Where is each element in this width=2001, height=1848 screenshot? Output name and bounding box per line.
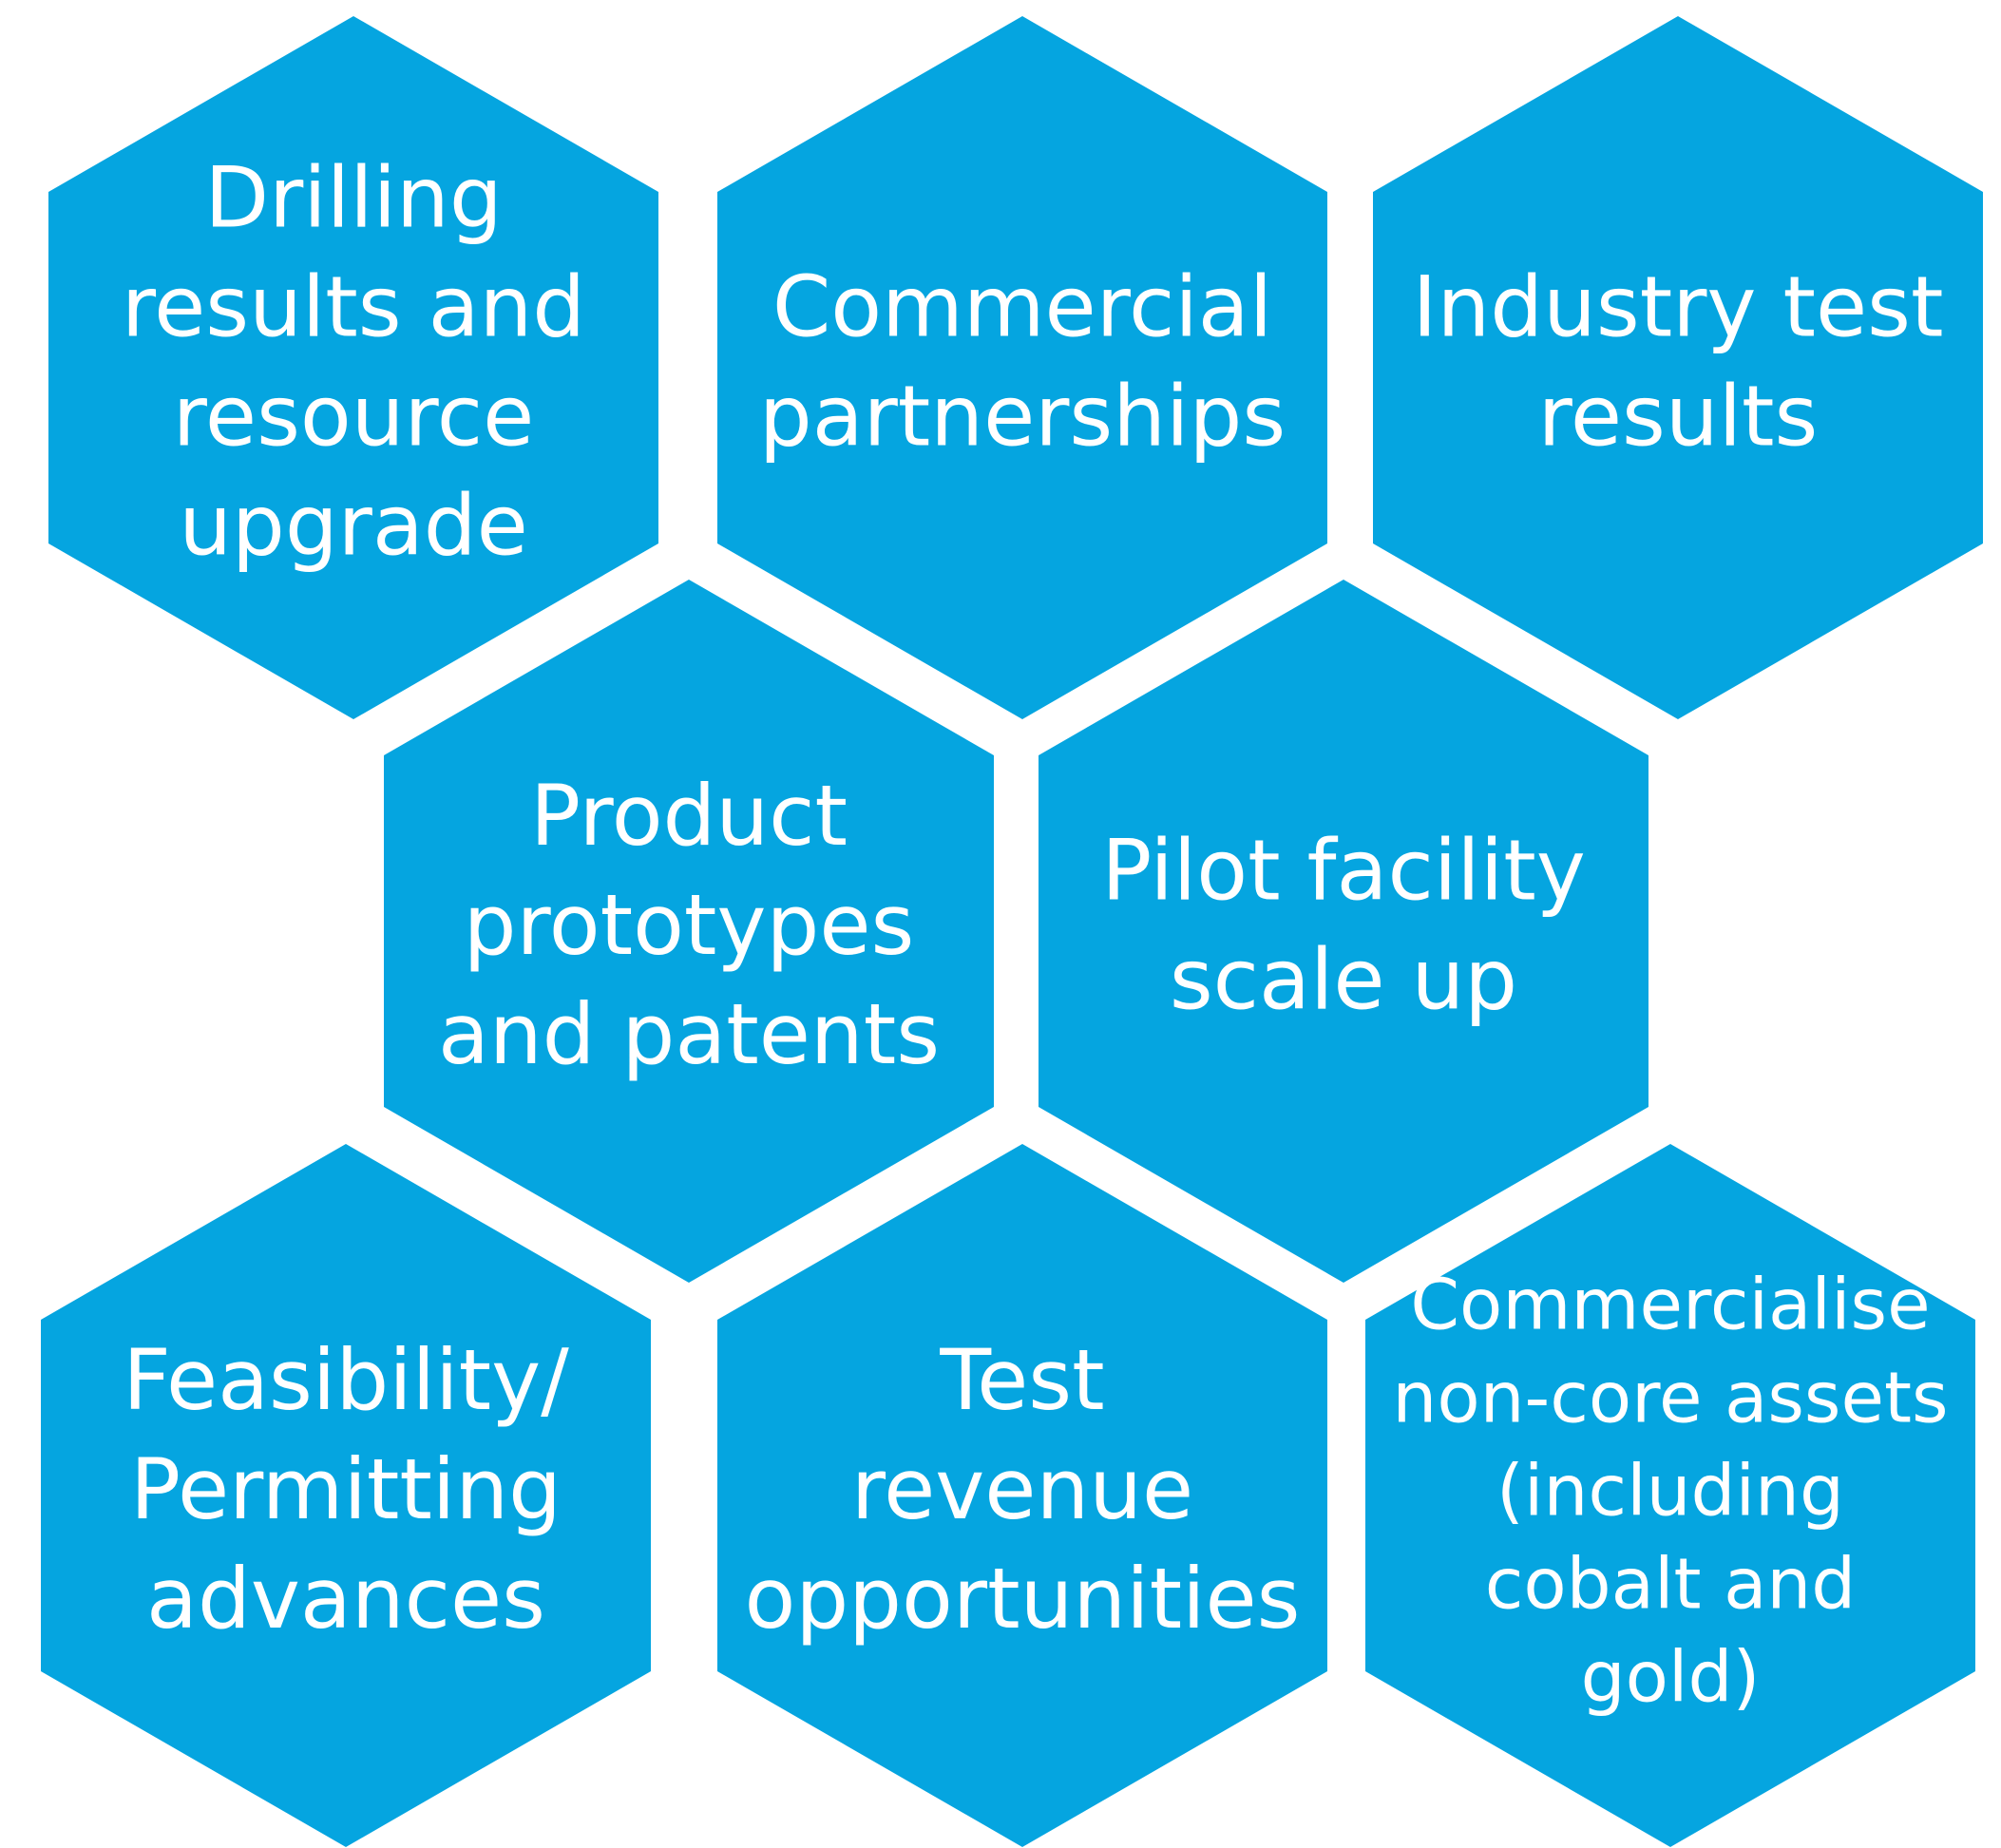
hexagon-label: Test [939,1331,1104,1429]
hexagon-label: upgrade [179,476,528,574]
hexagon-label: resource [173,367,535,465]
hexagon-label: scale up [1170,930,1517,1028]
hexagon-label: Commercialise [1410,1265,1930,1346]
hexagon: Pilot facility scale up [1039,580,1648,1283]
hexagon-label: and patents [438,985,940,1083]
hexagon-label: revenue [851,1440,1193,1538]
hexagon-shape [1365,1144,1975,1847]
hexagon-label: advances [146,1550,545,1648]
hexagon: Commercialise non-core assets (including co… [1365,1144,1975,1847]
hexagon-shape [717,16,1327,719]
hexagon: Industry test results [1373,16,1983,719]
hexagon-shape [717,1144,1327,1847]
hexagon-shape [48,16,658,719]
hexagon: Commercial partnerships [717,16,1327,719]
hexagon-label: Permitting [130,1440,562,1538]
hexagon-label: cobalt and [1485,1544,1857,1626]
hexagon-label: Drilling [204,148,502,246]
hexagon-shape [1373,16,1983,719]
hexagon-label: Product [530,767,848,865]
hexagon-label: results and [122,257,585,355]
hexagon-label: Pilot facility [1101,821,1586,919]
hexagon-label: Feasibility/ [123,1331,569,1429]
hexagon: Feasibility/Permitting advances [41,1144,651,1847]
hexagon-shape [384,580,994,1283]
hexagon-label: Commercial [772,257,1272,355]
hexagon: Product prototypes and patents [384,580,994,1283]
hexagon: Test revenue opportunities [717,1144,1327,1847]
hexagon-label: prototypes [464,876,915,974]
hexagon-shape [1039,580,1648,1283]
hexagon-label: (including [1496,1451,1844,1533]
hexagon-label: opportunities [744,1550,1300,1648]
hexagon-label: non-core assets [1392,1358,1948,1439]
hexagon-shape [41,1144,651,1847]
hexagon-label: results [1538,367,1819,465]
hexagon: Drilling results and resource upgrade [48,16,658,719]
hexagon-label: Industry test [1413,257,1944,355]
hexagon-label: partnerships [759,367,1286,465]
hexagon-label: gold) [1581,1637,1761,1719]
